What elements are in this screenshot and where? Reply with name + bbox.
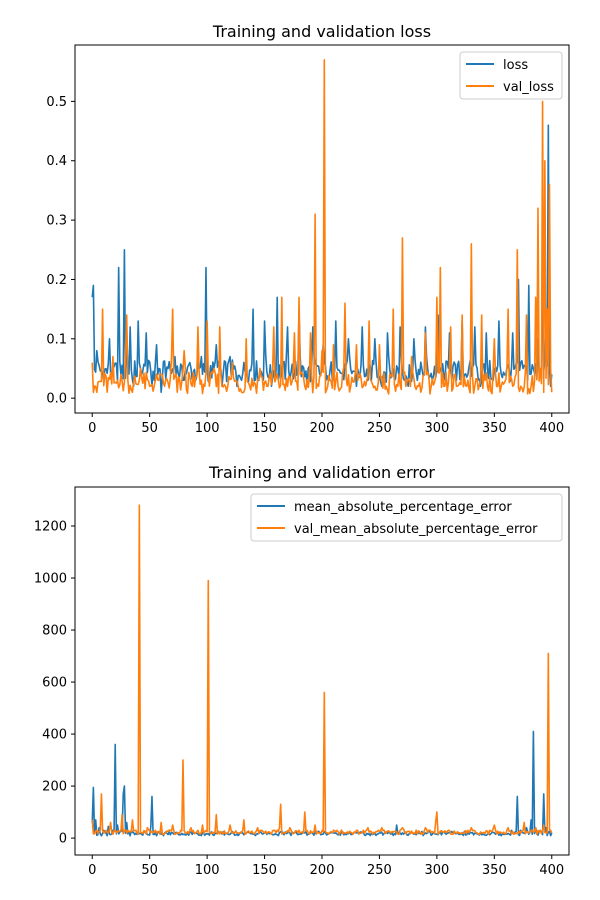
error-x-tick-label: 200 (310, 863, 335, 878)
error-chart-lines (91, 504, 553, 837)
error-x-tick-label: 50 (141, 863, 158, 878)
loss-series-val-loss-line (91, 59, 553, 395)
loss-y-tick-label: 0.0 (46, 392, 67, 407)
loss-legend-label: loss (503, 58, 528, 73)
error-chart-frame (74, 486, 570, 856)
loss-x-tick-label: 250 (367, 421, 392, 436)
loss-chart: Training and validation loss 0 50 100 150 20… (46, 22, 570, 436)
error-series-val-mean-absolute-percentage-error-line (91, 504, 553, 836)
error-chart-legend: mean_absolute_percentage_error val_mean_… (250, 493, 563, 542)
error-chart: Training and validation error 0 50 100 150 2… (34, 463, 570, 878)
error-y-tick-label: 600 (42, 676, 67, 691)
error-x-tick-label: 300 (424, 863, 449, 878)
mape-legend-label: mean_absolute_percentage_error (294, 500, 512, 515)
loss-y-tick-label: 0.5 (46, 95, 67, 110)
loss-x-tick-label: 300 (424, 421, 449, 436)
loss-x-tick-label: 50 (141, 421, 158, 436)
error-y-tick-label: 1200 (34, 520, 67, 535)
error-y-tick-label: 800 (42, 624, 67, 639)
loss-chart-lines (91, 59, 553, 395)
error-y-tick-label: 400 (42, 728, 67, 743)
error-chart-x-axis: 0 50 100 150 200 250 300 350 400 (88, 855, 564, 878)
loss-x-tick-label: 350 (482, 421, 507, 436)
error-series-mean-absolute-percentage-error-line (91, 730, 553, 837)
error-chart-y-axis: 0 200 400 600 800 1000 1200 (34, 520, 75, 847)
loss-x-tick-label: 0 (88, 421, 96, 436)
loss-x-tick-label: 200 (310, 421, 335, 436)
loss-chart-y-axis: 0.0 0.1 0.2 0.3 0.4 0.5 (46, 95, 75, 407)
error-x-tick-label: 100 (195, 863, 220, 878)
loss-x-tick-label: 150 (252, 421, 277, 436)
loss-y-tick-label: 0.4 (46, 154, 67, 169)
error-x-tick-label: 0 (88, 863, 96, 878)
val-mape-legend-label: val_mean_absolute_percentage_error (294, 522, 538, 537)
error-chart-title: Training and validation error (208, 463, 435, 482)
loss-chart-title: Training and validation loss (212, 22, 431, 41)
loss-y-tick-label: 0.2 (46, 273, 67, 288)
loss-chart-frame (74, 44, 570, 414)
loss-x-tick-label: 400 (539, 421, 564, 436)
loss-chart-x-axis: 0 50 100 150 200 250 300 350 400 (88, 413, 564, 436)
loss-y-tick-label: 0.1 (46, 332, 67, 347)
loss-series-loss-line (91, 124, 553, 394)
error-legend-box (250, 493, 563, 542)
loss-chart-legend: loss val_loss (459, 51, 563, 100)
loss-y-tick-label: 0.3 (46, 214, 67, 229)
error-x-tick-label: 400 (539, 863, 564, 878)
error-x-tick-label: 350 (482, 863, 507, 878)
loss-x-tick-label: 100 (195, 421, 220, 436)
error-y-tick-label: 1000 (34, 572, 67, 587)
error-y-tick-label: 0 (59, 832, 67, 847)
error-x-tick-label: 150 (252, 863, 277, 878)
error-x-tick-label: 250 (367, 863, 392, 878)
val-loss-legend-label: val_loss (503, 80, 554, 95)
error-y-tick-label: 200 (42, 780, 67, 795)
